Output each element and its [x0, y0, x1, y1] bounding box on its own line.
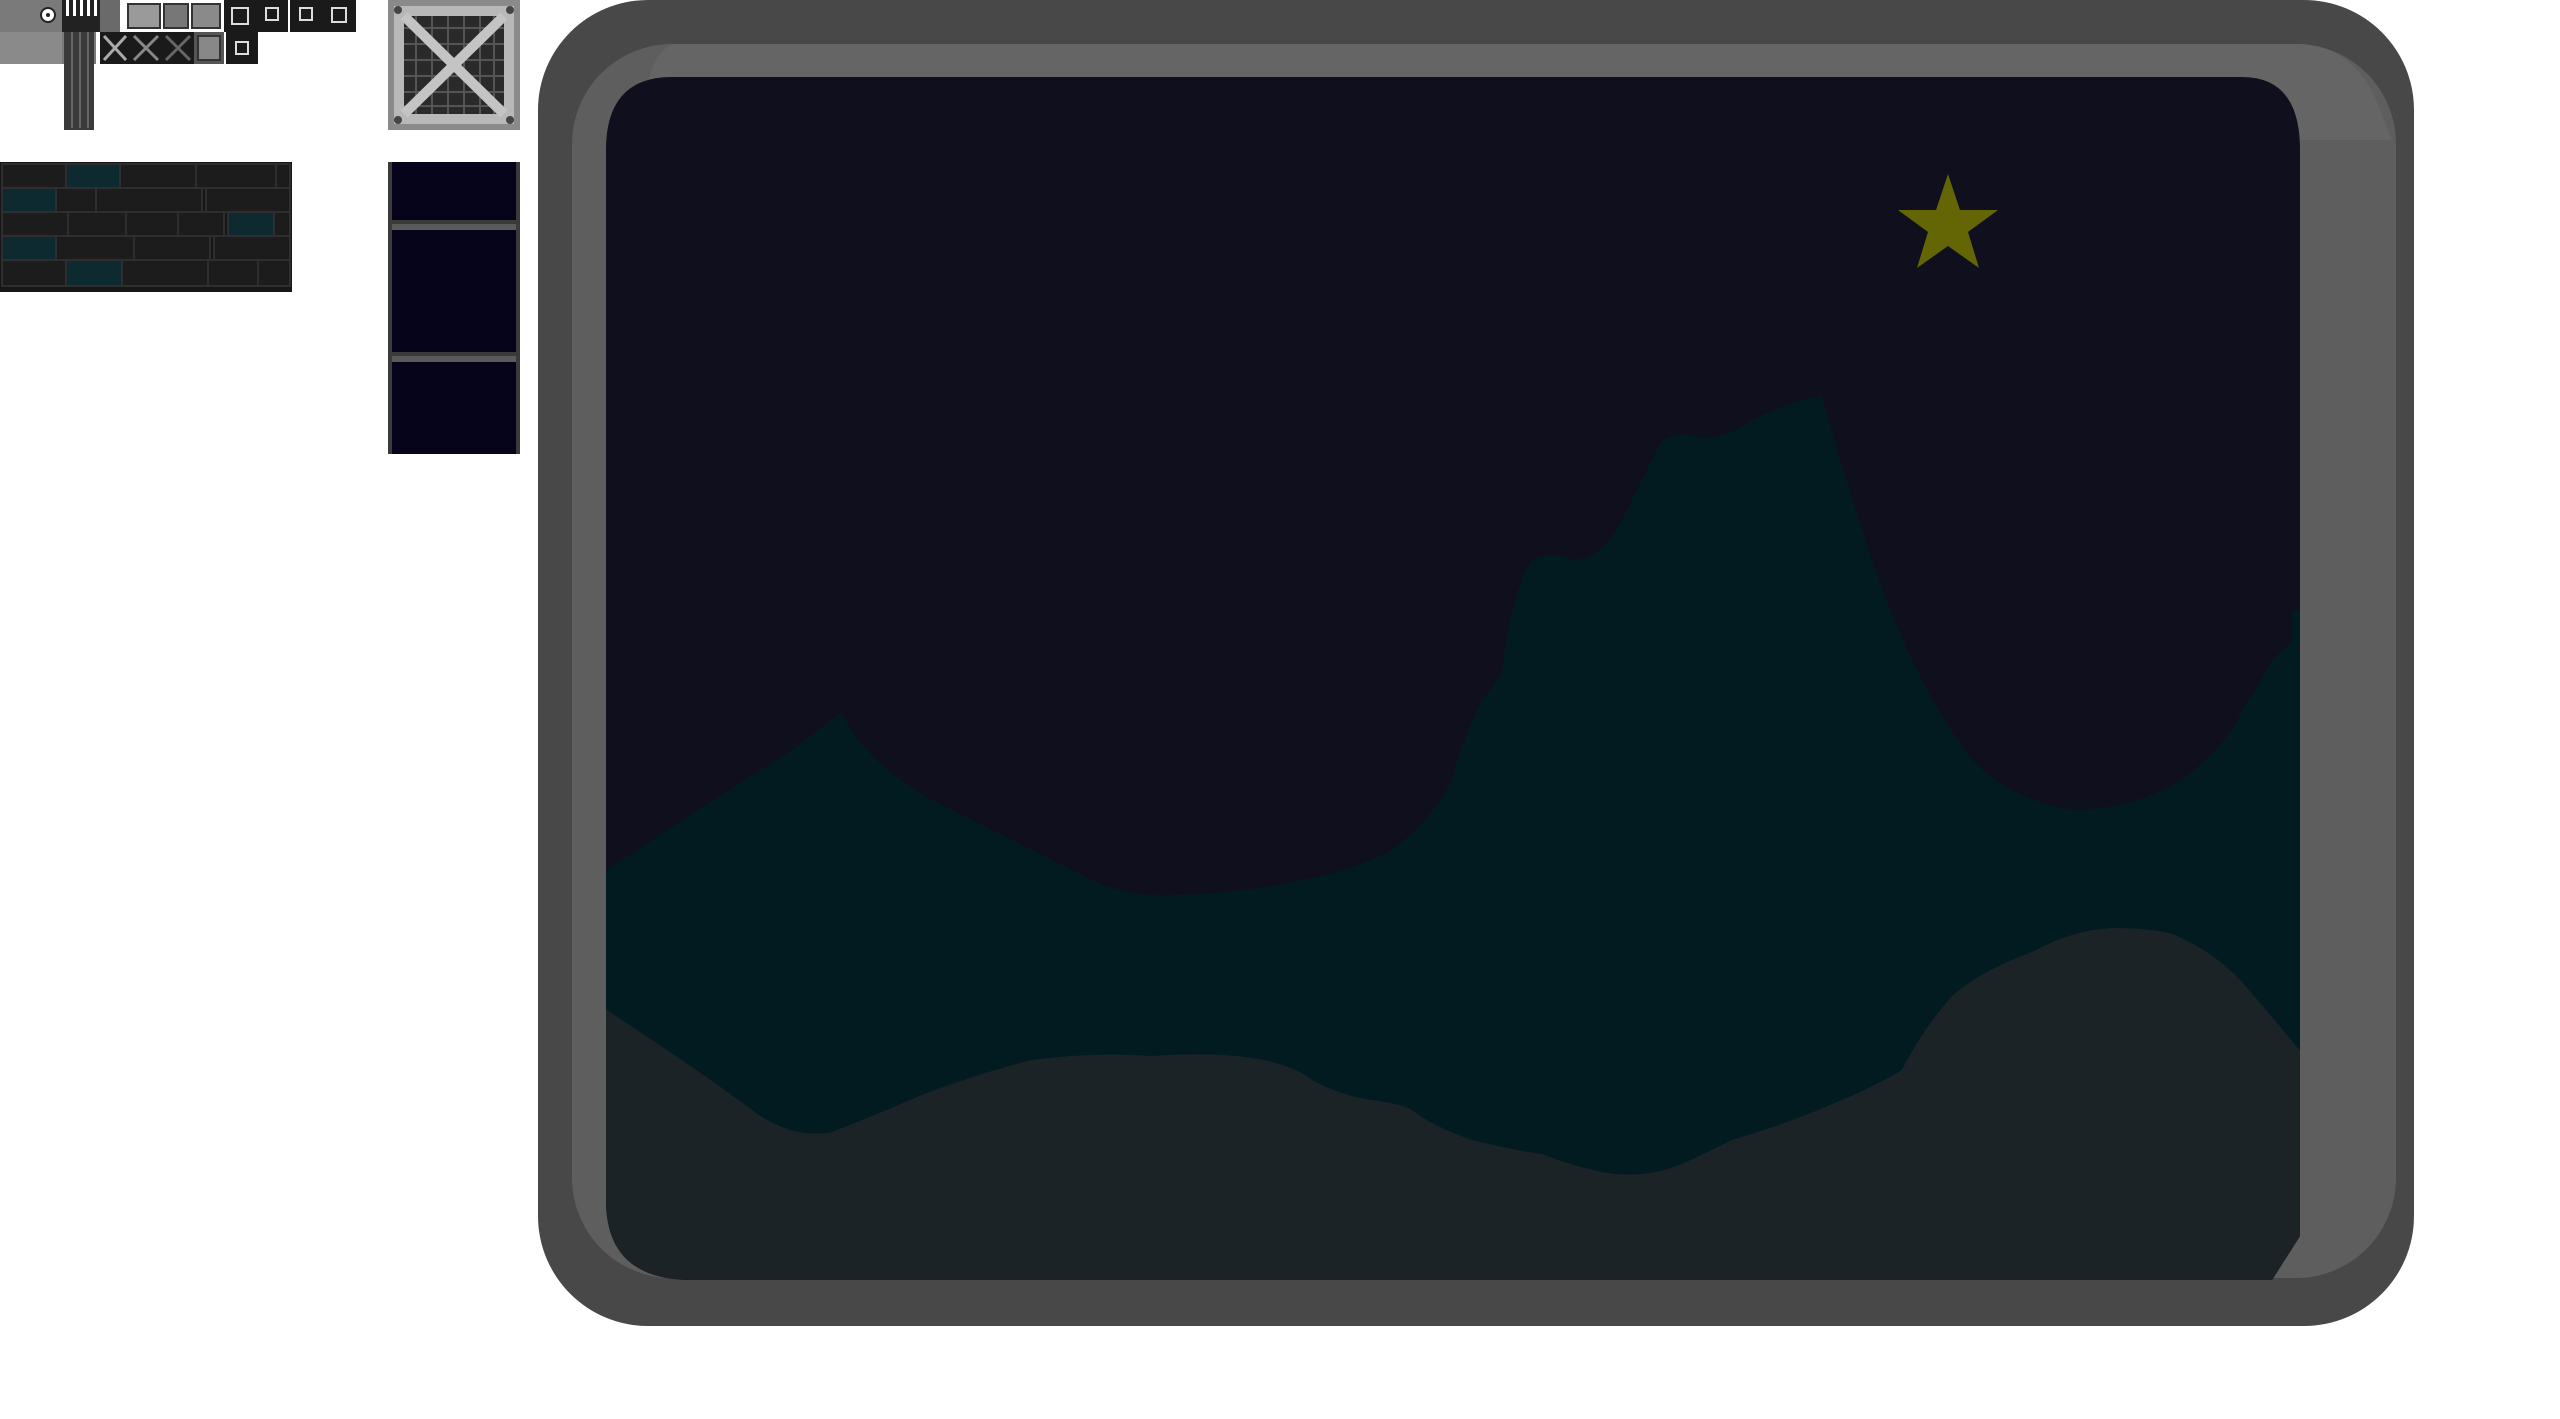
small-box-icon: [235, 41, 249, 55]
cross-icon: [102, 34, 128, 62]
star-icon: [1898, 174, 1998, 268]
brick-wall-sprite-sheet: [0, 162, 292, 292]
window-glass: [606, 77, 2300, 1280]
target-dot: [46, 13, 50, 17]
small-box-icon: [331, 7, 347, 23]
stripes-icon: [66, 0, 97, 16]
tile-grey-block: [0, 32, 62, 64]
tile-sprite-sheet: [0, 0, 356, 130]
cross-icon: [132, 34, 160, 62]
metal-crate-icon: [388, 0, 520, 130]
small-box-icon: [231, 7, 249, 25]
night-window-scene: [538, 0, 2414, 1326]
window-column-sprite: [388, 162, 520, 454]
cross-icon: [164, 34, 192, 62]
small-box-icon: [299, 7, 313, 21]
tile-row-top: [100, 0, 356, 32]
small-box-icon: [265, 7, 279, 21]
pillar-grid: [71, 32, 89, 128]
near-hills: [606, 928, 2300, 1280]
